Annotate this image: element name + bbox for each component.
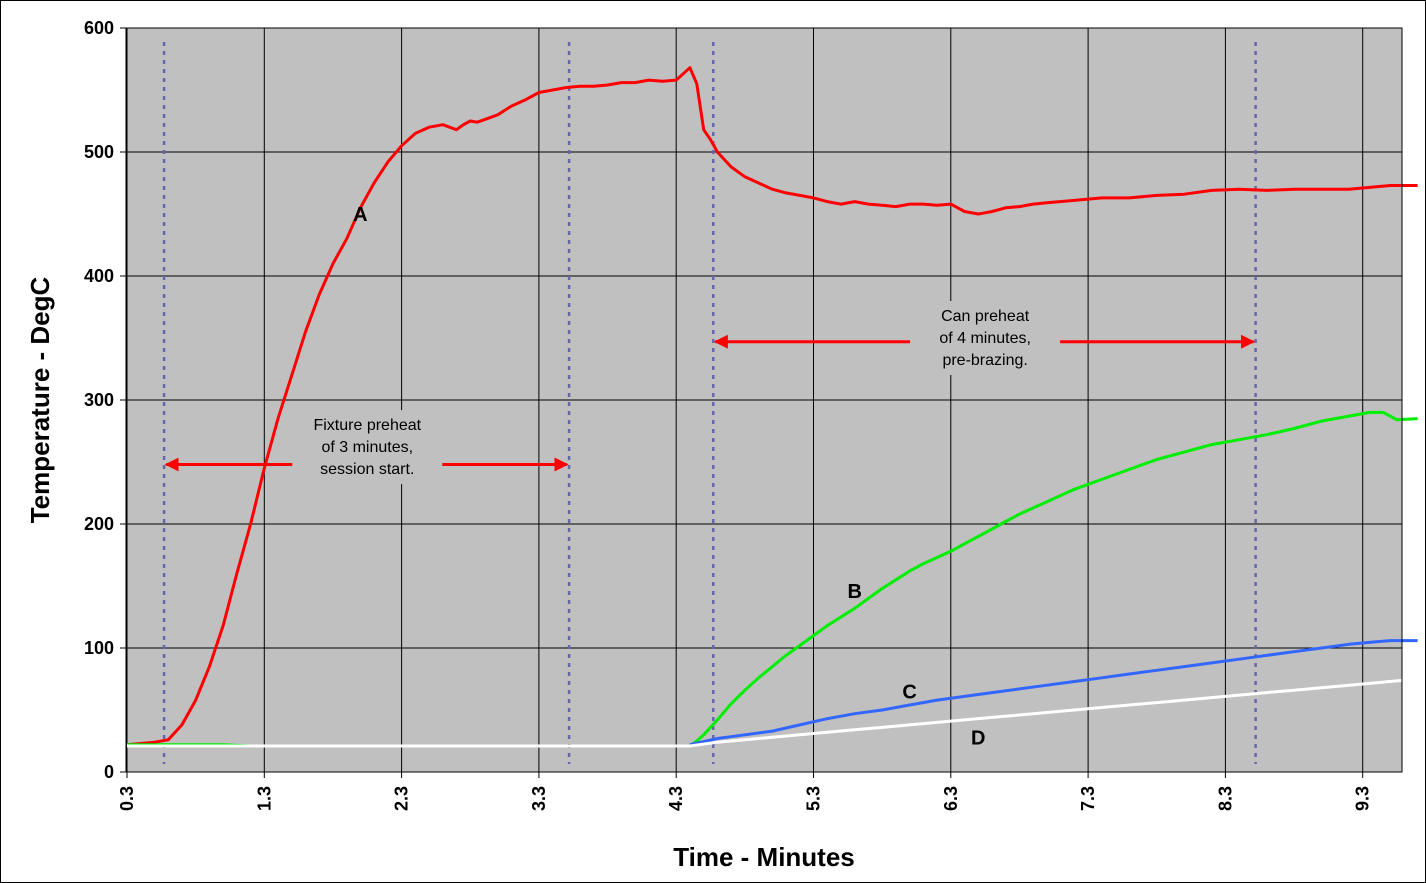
x-axis-ticks: 0.3 1.3 2.3 3.3 4.3 5.3 6.3 7.3 8.3 9.3 (117, 772, 1373, 811)
annotation-text-line: pre-brazing. (942, 352, 1027, 369)
x-tick-label: 3.3 (529, 786, 549, 811)
y-axis-title: Temperature - DegC (25, 276, 55, 523)
y-tick-label: 400 (84, 266, 114, 286)
series-label-d: D (971, 727, 985, 749)
x-tick-label: 4.3 (666, 786, 686, 811)
y-tick-label: 500 (84, 142, 114, 162)
series-line-c (689, 639, 1418, 747)
y-tick-label: 100 (84, 638, 114, 658)
x-tick-label: 0.3 (117, 786, 137, 811)
y-tick-label: 200 (84, 514, 114, 534)
y-tick-label: 0 (104, 762, 114, 782)
series-label-b: B (847, 581, 861, 603)
phase-markers (162, 42, 1257, 764)
series-label-a: A (353, 204, 367, 226)
series-line-b (127, 410, 1418, 748)
x-tick-label: 6.3 (941, 786, 961, 811)
x-tick-label: 2.3 (392, 786, 412, 811)
annotation-text-line: of 4 minutes, (939, 330, 1031, 347)
x-axis-title: Time - Minutes (673, 842, 855, 872)
x-tick-label: 9.3 (1353, 786, 1373, 811)
series-label-c: C (902, 681, 916, 703)
annotation-text-line: Can preheat (941, 308, 1030, 325)
x-tick-label: 5.3 (804, 786, 824, 811)
series-line-d (127, 676, 1418, 748)
y-axis-ticks: 0 100 200 300 400 500 600 (84, 18, 126, 782)
x-tick-label: 7.3 (1078, 786, 1098, 811)
y-tick-label: 300 (84, 390, 114, 410)
series-lines (126, 66, 1418, 748)
annotation-box (292, 410, 443, 485)
series-line-a (126, 66, 1418, 747)
x-tick-label: 1.3 (254, 786, 274, 811)
annotation-text-line: session start. (320, 461, 414, 478)
annotation-box (910, 301, 1061, 375)
grid-lines (126, 28, 1402, 772)
annotation-text-line: of 3 minutes, (321, 439, 413, 456)
series-labels: A B C D (353, 204, 985, 749)
annotations: Fixture preheat of 3 minutes, session star… (164, 301, 1256, 485)
annotation-text-line: Fixture preheat (313, 417, 421, 434)
x-tick-label: 8.3 (1215, 786, 1235, 811)
y-tick-label: 600 (84, 18, 114, 38)
